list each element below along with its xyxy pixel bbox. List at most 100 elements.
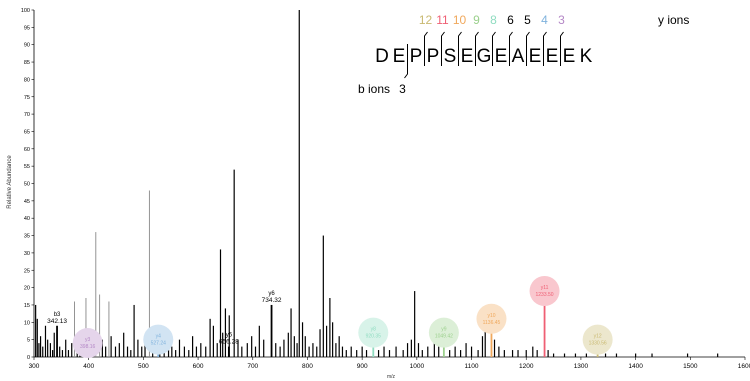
y-ion-number: 9 <box>473 13 480 27</box>
x-tick-label: 1500 <box>683 363 698 370</box>
badge-y8 <box>358 317 389 348</box>
label-y6: y6 <box>268 291 275 297</box>
peaks <box>35 10 719 357</box>
badge-y12 <box>582 324 613 355</box>
y-ion-number: 12 <box>419 13 433 27</box>
x-tick-label: 1000 <box>410 363 425 370</box>
x-tick-label: 900 <box>357 363 368 370</box>
label-y3: y3 <box>85 337 91 343</box>
residue: K <box>580 46 593 67</box>
label-y5: y5 <box>226 333 233 339</box>
value-y4: 527.24 <box>151 341 167 347</box>
residue: E <box>563 46 576 67</box>
y-ion-bracket <box>560 31 564 66</box>
x-tick-label: 300 <box>29 363 40 370</box>
value-y9: 1049.42 <box>435 334 453 340</box>
y-tick-label: 60 <box>24 147 30 153</box>
y-tick-label: 85 <box>24 60 30 66</box>
y-ion-bracket <box>509 31 513 66</box>
residue: E <box>461 46 474 67</box>
residue: P <box>410 46 423 67</box>
x-tick-label: 400 <box>83 363 94 370</box>
y-ion-bracket <box>424 31 428 66</box>
y-ion-bracket <box>492 31 496 66</box>
badge-y4 <box>143 324 174 355</box>
label-y11: y11 <box>541 285 549 291</box>
y-ion-number: 10 <box>453 13 467 27</box>
y-tick-label: 0 <box>27 355 30 361</box>
y-tick-label: 40 <box>24 216 30 222</box>
label-y10: y10 <box>487 313 495 319</box>
value-y10: 1136.45 <box>483 320 501 326</box>
y-tick-label: 5 <box>27 338 30 344</box>
y-tick-label: 75 <box>24 95 30 101</box>
y-ion-bracket <box>458 31 462 66</box>
b-ion-number: 3 <box>399 82 406 96</box>
y-ion-bracket <box>441 31 445 66</box>
label-y8: y8 <box>371 327 377 333</box>
label-y4: y4 <box>156 334 162 340</box>
y-tick-label: 45 <box>24 199 30 205</box>
x-tick-label: 600 <box>193 363 204 370</box>
y-tick-label: 35 <box>24 234 30 240</box>
residue: E <box>393 46 406 67</box>
y-tick-label: 80 <box>24 77 30 83</box>
y-ion-number: 4 <box>541 13 548 27</box>
x-axis-label: m/z <box>387 374 396 380</box>
badge-y3 <box>72 328 103 359</box>
label-b3: b3 <box>54 312 61 318</box>
x-tick-label: 1100 <box>465 363 479 370</box>
x-tick-label: 800 <box>302 363 313 370</box>
y-axis-label: Relative Abundance <box>7 155 13 209</box>
y-tick-label: 65 <box>24 129 30 135</box>
value-y11: 1233.50 <box>536 292 554 298</box>
y-tick-label: 15 <box>24 303 30 309</box>
residue: D <box>375 46 389 67</box>
y-tick-label: 90 <box>24 43 30 49</box>
y-ion-number: 11 <box>436 13 449 27</box>
value-y8: 920.35 <box>366 334 382 340</box>
value-y12: 1330.56 <box>589 341 607 347</box>
label-y9: y9 <box>441 327 447 333</box>
badge-y9 <box>428 317 459 348</box>
residue: P <box>427 46 440 67</box>
value-y3: 398.16 <box>80 344 96 350</box>
x-tick-label: 1300 <box>574 363 589 370</box>
y-tick-label: 55 <box>24 164 30 170</box>
y-tick-label: 30 <box>24 251 30 257</box>
x-tick-label: 1200 <box>519 363 534 370</box>
y-ions-label: y ions <box>658 13 689 27</box>
y-ion-bracket <box>526 31 530 66</box>
residue: E <box>529 46 542 67</box>
value-b3: 342.13 <box>47 318 67 325</box>
y-ion-bracket <box>475 31 479 66</box>
value-y6: 734.32 <box>262 297 282 304</box>
y-tick-label: 70 <box>24 112 30 118</box>
residue: E <box>546 46 559 67</box>
y-tick-label: 20 <box>24 286 30 292</box>
x-tick-label: 1400 <box>628 363 643 370</box>
residue: A <box>512 46 525 67</box>
y-tick-label: 100 <box>21 8 30 14</box>
y-tick-label: 50 <box>24 182 30 188</box>
value-y5: 656.28 <box>219 339 239 346</box>
label-y12: y12 <box>594 334 602 340</box>
badge-y11 <box>529 276 560 307</box>
y-tick-label: 10 <box>24 320 30 326</box>
badge-y10 <box>476 303 507 334</box>
y-ion-bracket <box>543 31 547 66</box>
y-ion-number: 3 <box>558 13 565 27</box>
y-ion-number: 5 <box>524 13 531 27</box>
y-ion-number: 8 <box>490 13 497 27</box>
b-ions-label: b ions <box>358 82 390 96</box>
b-ion-bracket <box>404 44 408 79</box>
residue: S <box>444 46 457 67</box>
y-tick-label: 95 <box>24 25 30 31</box>
y-tick-label: 25 <box>24 268 30 274</box>
x-tick-label: 700 <box>247 363 258 370</box>
axes: 300 400 500 600 700 800 900 1000 1100 1200 1300 140… <box>21 8 750 370</box>
